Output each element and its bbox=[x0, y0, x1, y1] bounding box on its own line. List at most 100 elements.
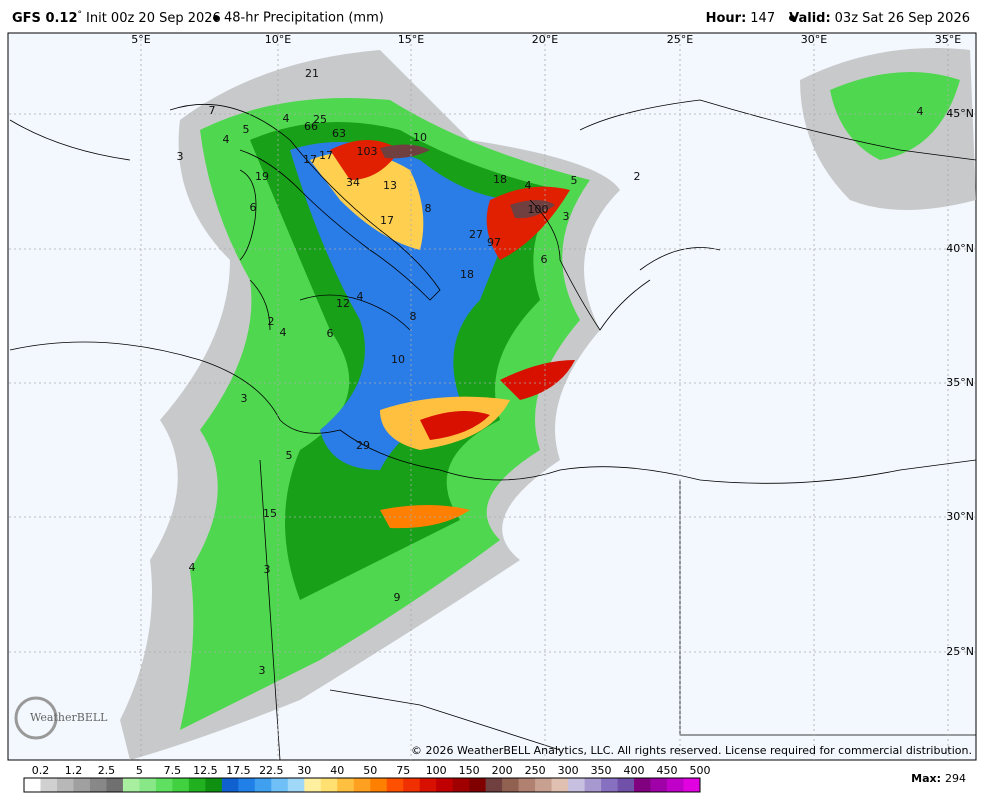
precip-label: 103 bbox=[357, 145, 378, 158]
colorbar-swatch bbox=[568, 778, 585, 792]
precip-label: 5 bbox=[571, 174, 578, 187]
product: 48-hr Precipitation (mm) bbox=[224, 11, 384, 26]
lat-label: 35°N bbox=[946, 376, 974, 389]
lon-label: 25°E bbox=[667, 33, 693, 46]
colorbar-swatch bbox=[287, 778, 305, 792]
lon-label: 15°E bbox=[398, 33, 424, 46]
precip-label: 6 bbox=[541, 253, 548, 266]
colorbar-label: 17.5 bbox=[226, 764, 251, 777]
colorbar-label: 250 bbox=[525, 764, 546, 777]
colorbar-label: 0.2 bbox=[32, 764, 50, 777]
colorbar-label: 100 bbox=[426, 764, 447, 777]
init: Init 00z 20 Sep 2026 bbox=[86, 11, 221, 26]
precip-label: 2 bbox=[634, 170, 641, 183]
colorbar-swatch bbox=[683, 778, 701, 792]
lon-label: 20°E bbox=[532, 33, 558, 46]
colorbar-swatch bbox=[271, 778, 289, 792]
colorbar-label: 150 bbox=[459, 764, 480, 777]
precip-label: 29 bbox=[356, 439, 370, 452]
colorbar-swatch bbox=[634, 778, 651, 792]
bullet bbox=[213, 15, 219, 21]
colorbar-swatch bbox=[139, 778, 157, 792]
colorbar-label: 40 bbox=[330, 764, 344, 777]
colorbar-swatch bbox=[650, 778, 668, 792]
precip-label: 18 bbox=[493, 173, 507, 186]
precip-label: 8 bbox=[425, 202, 432, 215]
precip-label: 3 bbox=[177, 150, 184, 163]
lon-label: 5°E bbox=[131, 33, 150, 46]
colorbar-swatch bbox=[502, 778, 519, 792]
lon-label: 35°E bbox=[935, 33, 961, 46]
colorbar-swatch bbox=[584, 778, 602, 792]
colorbar-label: 400 bbox=[624, 764, 645, 777]
colorbar-frame bbox=[23, 777, 701, 793]
colorbar-label: 300 bbox=[558, 764, 579, 777]
colorbar-swatch bbox=[172, 778, 190, 792]
lat-label: 30°N bbox=[946, 510, 974, 523]
header-right: Hour: 147 Valid: 03z Sat 26 Sep 2026 bbox=[706, 11, 970, 26]
lat-label: 40°N bbox=[946, 242, 974, 255]
colorbar-swatch bbox=[89, 778, 107, 792]
colorbar-swatch bbox=[551, 778, 569, 792]
lat-label: 45°N bbox=[946, 107, 974, 120]
bullet bbox=[789, 15, 795, 21]
precip-label: 9 bbox=[394, 591, 401, 604]
precip-label: 8 bbox=[410, 310, 417, 323]
header-left: GFS 0.12° Init 00z 20 Sep 2026 bbox=[12, 10, 221, 26]
precip-label: 4 bbox=[357, 290, 364, 303]
precip-label: 18 bbox=[460, 268, 474, 281]
lon-label: 30°E bbox=[801, 33, 827, 46]
precip-label: 17 bbox=[303, 153, 317, 166]
precip-label: 100 bbox=[528, 203, 549, 216]
degree: ° bbox=[78, 10, 83, 20]
precip-label: 25 bbox=[313, 113, 327, 126]
precip-label: 6 bbox=[327, 327, 334, 340]
precip-field bbox=[120, 48, 976, 760]
colorbar-label: 12.5 bbox=[193, 764, 218, 777]
precip-label: 3 bbox=[563, 210, 570, 223]
precip-label: 3 bbox=[264, 563, 271, 576]
precip-label: 6 bbox=[250, 201, 257, 214]
colorbar-swatch bbox=[601, 778, 618, 792]
colorbar-swatch bbox=[106, 778, 124, 792]
colorbar-label: 50 bbox=[363, 764, 377, 777]
map bbox=[7, 32, 977, 761]
colorbar-swatch bbox=[155, 778, 173, 792]
colorbar-swatch bbox=[56, 778, 74, 792]
colorbar-swatch bbox=[469, 778, 486, 792]
colorbar-label: 350 bbox=[591, 764, 612, 777]
colorbar-swatch bbox=[254, 778, 272, 792]
copyright: © 2026 WeatherBELL Analytics, LLC. All r… bbox=[411, 744, 972, 757]
precip-label: 10 bbox=[413, 131, 427, 144]
colorbar-label: 450 bbox=[657, 764, 678, 777]
precip-label: 15 bbox=[263, 507, 277, 520]
max: Max: 294 bbox=[911, 772, 966, 785]
colorbar-swatch bbox=[419, 778, 437, 792]
precip-label: 3 bbox=[259, 664, 266, 677]
lon-label: 10°E bbox=[265, 33, 291, 46]
colorbar-label: 75 bbox=[396, 764, 410, 777]
colorbar-swatch bbox=[304, 778, 322, 792]
precip-label: 17 bbox=[380, 214, 394, 227]
valid-label: Valid: bbox=[789, 11, 831, 26]
colorbar-swatch bbox=[205, 778, 223, 792]
colorbar-swatch bbox=[221, 778, 239, 792]
colorbar-label: 200 bbox=[492, 764, 513, 777]
colorbar-label: 7.5 bbox=[164, 764, 182, 777]
colorbar-label: 5 bbox=[136, 764, 143, 777]
colorbar-swatch bbox=[188, 778, 206, 792]
colorbar-label: 30 bbox=[297, 764, 311, 777]
colorbar-label: 2.5 bbox=[98, 764, 116, 777]
colorbar-swatch bbox=[40, 778, 58, 792]
valid: 03z Sat 26 Sep 2026 bbox=[835, 11, 970, 26]
precip-label: 34 bbox=[346, 176, 360, 189]
precip-label: 4 bbox=[917, 105, 924, 118]
lat-label: 25°N bbox=[946, 645, 974, 658]
colorbar-swatch bbox=[238, 778, 256, 792]
logo: WeatherBELL bbox=[30, 711, 108, 724]
colorbar-swatch bbox=[320, 778, 338, 792]
colorbar-swatch bbox=[485, 778, 503, 792]
precip-label: 4 bbox=[189, 561, 196, 574]
precip-label: 12 bbox=[336, 297, 350, 310]
precip-label: 13 bbox=[383, 179, 397, 192]
